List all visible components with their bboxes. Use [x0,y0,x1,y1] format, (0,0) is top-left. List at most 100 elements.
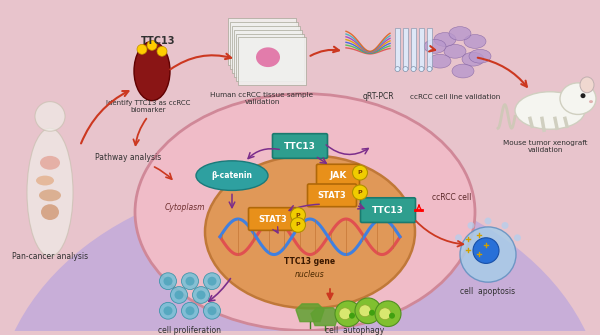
Circle shape [355,298,381,324]
Circle shape [379,308,391,320]
Ellipse shape [39,189,61,201]
Circle shape [160,273,176,289]
Circle shape [339,308,351,320]
Circle shape [455,234,462,241]
Polygon shape [311,308,339,326]
Ellipse shape [40,156,60,170]
Circle shape [389,313,395,319]
Circle shape [514,234,521,241]
Circle shape [208,306,217,315]
Text: Human ccRCC tissue sample
validation: Human ccRCC tissue sample validation [211,92,314,105]
Text: TTC13: TTC13 [284,141,316,150]
Text: JAK: JAK [329,171,347,180]
Circle shape [359,305,371,317]
Bar [403,27,408,69]
Text: P: P [296,213,301,217]
Text: P: P [358,190,362,195]
Text: TTC13: TTC13 [141,37,175,47]
Ellipse shape [427,67,432,72]
Ellipse shape [462,52,484,66]
Ellipse shape [0,178,600,335]
Polygon shape [296,304,324,322]
Circle shape [170,287,187,304]
Text: cell  autophagy: cell autophagy [325,326,385,335]
Circle shape [185,306,194,315]
Text: Identify TTC13 as ccRCC
biomarker: Identify TTC13 as ccRCC biomarker [106,100,190,113]
FancyBboxPatch shape [272,134,328,158]
Text: Mouse tumor xenograft
validation: Mouse tumor xenograft validation [503,139,587,152]
Circle shape [485,217,491,224]
Ellipse shape [403,67,408,72]
Ellipse shape [424,40,446,53]
FancyBboxPatch shape [308,184,356,207]
Text: ccRCC cell: ccRCC cell [432,193,472,202]
Text: nucleus: nucleus [295,270,325,279]
Circle shape [353,185,367,200]
FancyBboxPatch shape [317,164,359,187]
Bar [230,22,298,69]
Circle shape [369,310,375,316]
Circle shape [182,273,199,289]
Text: P: P [296,222,301,227]
Bar [234,29,302,77]
Bar [395,27,400,69]
Ellipse shape [41,204,59,220]
Bar [236,34,304,81]
Ellipse shape [464,35,486,48]
Bar [427,27,432,69]
Ellipse shape [411,67,416,72]
Circle shape [182,303,199,319]
Text: ccRCC cell line validation: ccRCC cell line validation [410,94,500,100]
Circle shape [157,46,167,56]
Ellipse shape [589,100,593,103]
Text: cell  apoptosis: cell apoptosis [460,286,515,295]
Circle shape [208,277,217,286]
Ellipse shape [205,155,415,308]
Circle shape [203,303,221,319]
Circle shape [163,277,173,286]
Ellipse shape [444,45,466,58]
Ellipse shape [27,128,73,257]
Circle shape [175,290,184,299]
Ellipse shape [515,92,585,129]
Circle shape [467,222,475,229]
Text: TTC13: TTC13 [372,206,404,215]
Circle shape [290,217,305,232]
Ellipse shape [580,77,594,93]
Circle shape [35,102,65,131]
Circle shape [375,301,401,327]
Text: qRT-PCR: qRT-PCR [362,92,394,101]
Circle shape [353,165,367,180]
Text: β-catenin: β-catenin [212,171,253,180]
Ellipse shape [256,47,280,67]
Bar [419,27,424,69]
Circle shape [335,301,361,327]
FancyBboxPatch shape [248,208,298,230]
Circle shape [163,306,173,315]
Text: Cytoplasm: Cytoplasm [165,203,205,212]
Circle shape [185,277,194,286]
Circle shape [193,287,209,304]
Ellipse shape [434,32,456,46]
Ellipse shape [134,42,170,100]
Circle shape [460,227,516,282]
Bar [232,26,300,73]
Text: Pan-cancer analysis: Pan-cancer analysis [12,252,88,261]
Ellipse shape [36,176,54,186]
Text: TTC13 gene: TTC13 gene [284,257,335,266]
Text: cell proliferation: cell proliferation [158,326,221,335]
Circle shape [502,222,509,229]
Text: STAT3: STAT3 [317,191,346,200]
Ellipse shape [135,94,475,331]
Circle shape [160,303,176,319]
Circle shape [290,208,305,222]
Circle shape [197,290,205,299]
Ellipse shape [419,67,424,72]
Text: P: P [358,170,362,175]
Ellipse shape [452,64,474,78]
Circle shape [203,273,221,289]
Ellipse shape [560,83,596,115]
Ellipse shape [469,49,491,63]
Circle shape [137,45,147,54]
Bar [411,27,416,69]
